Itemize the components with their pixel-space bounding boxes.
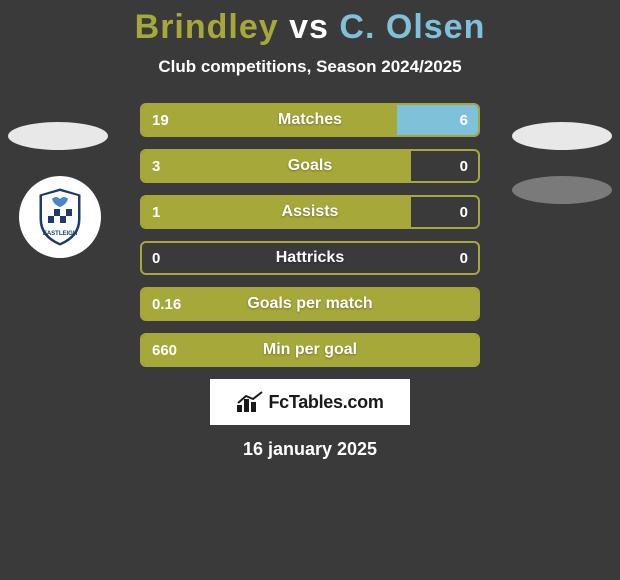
title-vs: vs — [289, 8, 329, 46]
eastleigh-crest-icon: EASTLEIGH — [28, 185, 92, 249]
stat-bar: 00Hattricks — [140, 241, 480, 275]
comparison-bars: 196Matches 30Goals 10Assists 00Hattricks 0.1… — [140, 103, 480, 367]
fctables-logo-icon — [236, 391, 264, 413]
brand-badge: FcTables.com — [210, 379, 410, 425]
player1-club-badge: EASTLEIGH — [19, 176, 101, 258]
player1-avatar-placeholder — [8, 122, 108, 150]
stat-label: Matches — [142, 105, 478, 135]
stat-bar: 196Matches — [140, 103, 480, 137]
stat-label: Assists — [142, 197, 478, 227]
stat-bar: 0.16Goals per match — [140, 287, 480, 321]
title-player2: C. Olsen — [339, 8, 485, 46]
svg-text:EASTLEIGH: EASTLEIGH — [43, 231, 77, 237]
stat-label: Goals — [142, 151, 478, 181]
stat-label: Goals per match — [142, 289, 478, 319]
player2-avatar-placeholder — [512, 122, 612, 150]
player2-club-placeholder — [512, 176, 612, 204]
stat-bar: 10Assists — [140, 195, 480, 229]
subtitle: Club competitions, Season 2024/2025 — [0, 57, 620, 77]
stat-bar: 660Min per goal — [140, 333, 480, 367]
stat-bar: 30Goals — [140, 149, 480, 183]
stat-label: Min per goal — [142, 335, 478, 365]
title-player1: Brindley — [135, 8, 279, 46]
stat-label: Hattricks — [142, 243, 478, 273]
brand-text: FcTables.com — [268, 392, 383, 413]
comparison-card: Brindley vs C. Olsen Club competitions, … — [0, 0, 620, 580]
date-text: 16 january 2025 — [0, 439, 620, 460]
page-title: Brindley vs C. Olsen — [0, 8, 620, 47]
